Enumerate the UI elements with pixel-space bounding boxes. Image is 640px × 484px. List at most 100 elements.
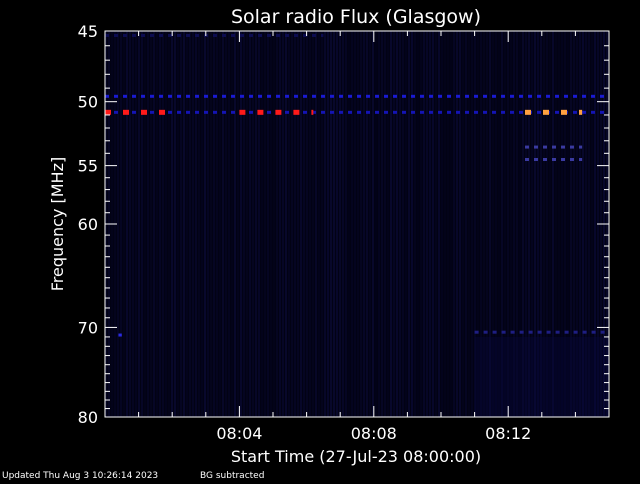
noise-streak [438, 31, 440, 417]
noise-streak [285, 31, 287, 417]
noise-streak [447, 31, 449, 417]
noise-streak [291, 31, 293, 417]
emission-dash [429, 110, 433, 114]
emission-dash [573, 330, 578, 334]
noise-streak [483, 31, 485, 417]
emission-dash [582, 110, 586, 114]
noise-streak [426, 31, 428, 417]
emission-dash [132, 33, 136, 37]
y-axis: 45 50 55 60 70 80 [78, 22, 609, 427]
emission-dash [258, 94, 262, 98]
emission-dash [510, 330, 515, 334]
y-tick-label: 45 [78, 22, 98, 41]
emission-dash [293, 109, 300, 115]
emission-dash [579, 157, 583, 161]
emission-dash [267, 94, 271, 98]
emission-dash [231, 94, 235, 98]
emission-dash [222, 94, 226, 98]
emission-dash [537, 110, 541, 114]
noise-streak [303, 31, 305, 417]
emission-dash [492, 94, 496, 98]
noise-streak [333, 31, 335, 417]
emission-band [105, 110, 604, 114]
noise-streak [456, 31, 458, 417]
emission-dash [519, 110, 523, 114]
noise-streak [396, 31, 398, 417]
emission-band [105, 109, 165, 115]
emission-dash [555, 94, 559, 98]
noise-streak [423, 31, 425, 417]
feature-layer [105, 33, 605, 337]
noise-streak [366, 31, 368, 417]
noise-streak [126, 31, 128, 417]
emission-band [239, 109, 314, 115]
emission-dash [552, 145, 556, 149]
noise-streak [408, 31, 410, 417]
emission-dash [582, 330, 587, 334]
noise-streak [429, 31, 431, 417]
y-axis-label: Frequency [MHz] [48, 157, 67, 291]
noise-streak [573, 31, 575, 417]
emission-dash [600, 110, 604, 114]
noise-streak [144, 31, 146, 417]
emission-dash [186, 110, 190, 114]
emission-dash [159, 33, 163, 37]
emission-dash [420, 94, 424, 98]
emission-dash [240, 94, 244, 98]
emission-dash [543, 109, 549, 115]
emission-dash [525, 157, 529, 161]
emission-dash [123, 94, 127, 98]
emission-dash [501, 110, 505, 114]
emission-dash [159, 94, 163, 98]
emission-dash [348, 94, 352, 98]
noise-streak [492, 31, 494, 417]
noise-streak [315, 31, 317, 417]
x-axis-label: Start Time (27-Jul-23 08:00:00) [231, 447, 481, 466]
emission-dash [525, 145, 529, 149]
noise-streak [243, 31, 245, 417]
noise-streak [276, 31, 278, 417]
noise-streak [162, 31, 164, 417]
emission-dash [492, 330, 497, 334]
noise-streak [537, 31, 539, 417]
noise-streak [234, 31, 236, 417]
noise-streak [393, 31, 395, 417]
y-tick-label: 70 [78, 318, 98, 337]
emission-dash [213, 94, 217, 98]
updated-timestamp: Updated Thu Aug 3 10:26:14 2023 [2, 471, 158, 480]
noise-streak [330, 31, 332, 417]
emission-dash [474, 94, 478, 98]
emission-dash [375, 110, 379, 114]
emission-dash [438, 110, 442, 114]
emission-dash [276, 33, 280, 37]
emission-dash [543, 145, 547, 149]
noise-streak [210, 31, 212, 417]
emission-dash [501, 94, 505, 98]
emission-dash [456, 94, 460, 98]
emission-dash [150, 110, 154, 114]
noise-streak [180, 31, 182, 417]
noise-streak [216, 31, 218, 417]
noise-streak [294, 31, 296, 417]
emission-dash [555, 330, 560, 334]
noise-streak [120, 31, 122, 417]
noise-streak [564, 31, 566, 417]
noise-streak [258, 31, 260, 417]
noise-streak [546, 31, 548, 417]
emission-dash [546, 94, 550, 98]
noise-streak [543, 31, 545, 417]
noise-streak [201, 31, 203, 417]
noise-streak [534, 31, 536, 417]
noise-streak [480, 31, 482, 417]
noise-streak [156, 31, 158, 417]
emission-dash [267, 33, 271, 37]
emission-dash [402, 110, 406, 114]
noise-streak [141, 31, 143, 417]
emission-dash [186, 33, 190, 37]
emission-dash [591, 110, 595, 114]
emission-dash [483, 94, 487, 98]
emission-dash [312, 33, 316, 37]
noise-streak [240, 31, 242, 417]
noise-streak [444, 31, 446, 417]
